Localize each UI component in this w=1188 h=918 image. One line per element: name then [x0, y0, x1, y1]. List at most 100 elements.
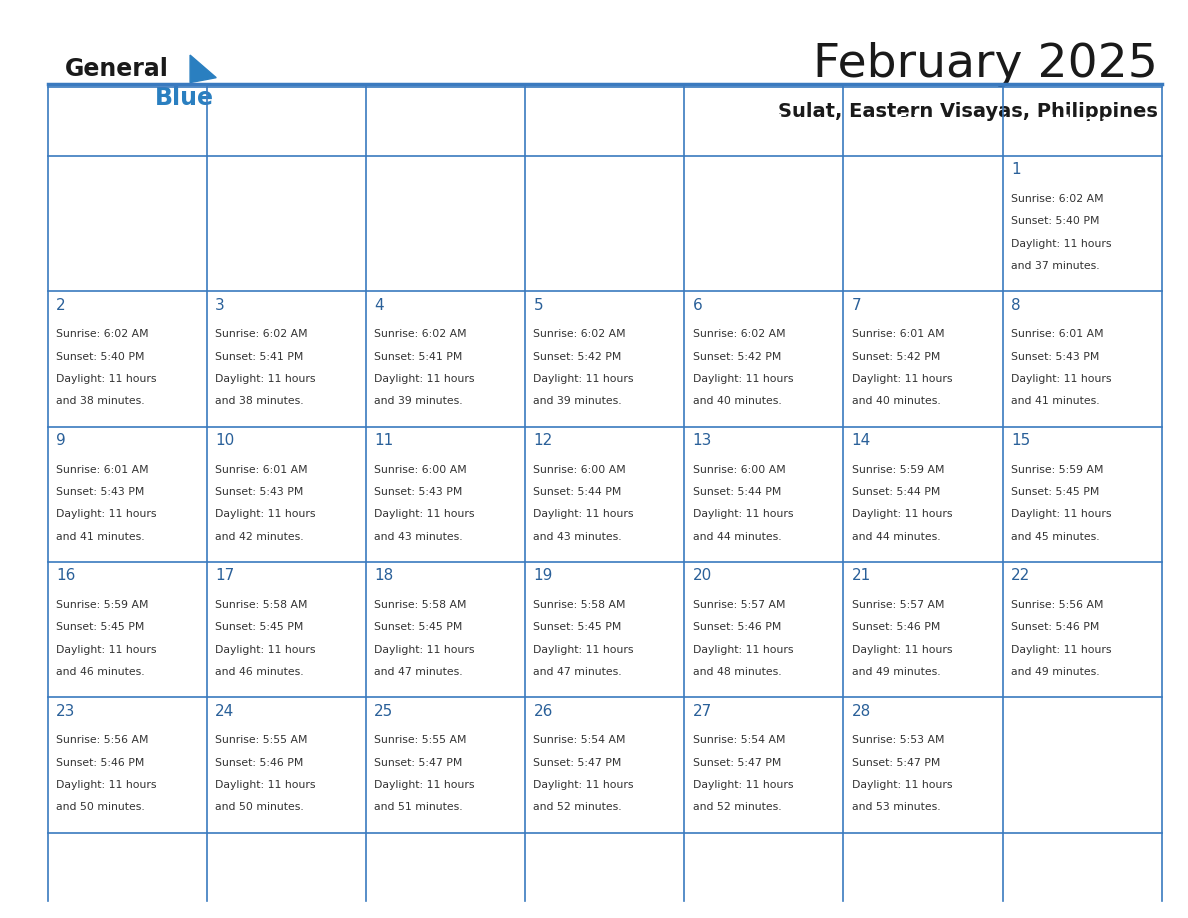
- Text: Daylight: 11 hours: Daylight: 11 hours: [693, 374, 794, 384]
- Text: Sunrise: 6:02 AM: Sunrise: 6:02 AM: [1011, 194, 1104, 204]
- Text: Daylight: 11 hours: Daylight: 11 hours: [852, 780, 953, 789]
- Text: Sunset: 5:44 PM: Sunset: 5:44 PM: [693, 487, 781, 497]
- Text: Sunrise: 6:02 AM: Sunrise: 6:02 AM: [56, 330, 148, 340]
- Text: Sunset: 5:47 PM: Sunset: 5:47 PM: [374, 757, 462, 767]
- Text: Sunrise: 6:00 AM: Sunrise: 6:00 AM: [374, 465, 467, 475]
- Text: and 52 minutes.: and 52 minutes.: [693, 802, 782, 812]
- Text: Sunrise: 5:58 AM: Sunrise: 5:58 AM: [533, 599, 626, 610]
- Text: Sunset: 5:42 PM: Sunset: 5:42 PM: [693, 352, 781, 362]
- Text: Sunset: 5:45 PM: Sunset: 5:45 PM: [374, 622, 462, 633]
- Text: Daylight: 11 hours: Daylight: 11 hours: [1011, 374, 1112, 384]
- Text: Daylight: 11 hours: Daylight: 11 hours: [533, 644, 634, 655]
- Text: 6: 6: [693, 297, 702, 313]
- Text: Saturday: Saturday: [1043, 114, 1121, 129]
- Text: and 42 minutes.: and 42 minutes.: [215, 532, 304, 542]
- Text: Daylight: 11 hours: Daylight: 11 hours: [56, 509, 157, 520]
- Text: Sunrise: 5:53 AM: Sunrise: 5:53 AM: [852, 735, 944, 745]
- Text: 5: 5: [533, 297, 543, 313]
- Text: Sunset: 5:43 PM: Sunset: 5:43 PM: [1011, 352, 1099, 362]
- Text: Sunrise: 6:02 AM: Sunrise: 6:02 AM: [693, 330, 785, 340]
- Text: Sunset: 5:41 PM: Sunset: 5:41 PM: [215, 352, 303, 362]
- Text: Daylight: 11 hours: Daylight: 11 hours: [1011, 509, 1112, 520]
- Text: Sunrise: 5:58 AM: Sunrise: 5:58 AM: [374, 599, 467, 610]
- Text: Sunrise: 6:00 AM: Sunrise: 6:00 AM: [693, 465, 785, 475]
- Text: Sunset: 5:41 PM: Sunset: 5:41 PM: [374, 352, 462, 362]
- Text: General: General: [65, 57, 169, 81]
- Text: 8: 8: [1011, 297, 1020, 313]
- Text: Sulat, Eastern Visayas, Philippines: Sulat, Eastern Visayas, Philippines: [778, 103, 1158, 121]
- Text: 28: 28: [852, 704, 871, 719]
- Text: 9: 9: [56, 433, 65, 448]
- Text: Daylight: 11 hours: Daylight: 11 hours: [374, 644, 475, 655]
- Text: 22: 22: [1011, 568, 1030, 584]
- Text: 14: 14: [852, 433, 871, 448]
- Text: Sunset: 5:43 PM: Sunset: 5:43 PM: [56, 487, 144, 497]
- Text: Sunrise: 6:01 AM: Sunrise: 6:01 AM: [56, 465, 148, 475]
- Text: Sunrise: 5:56 AM: Sunrise: 5:56 AM: [1011, 599, 1104, 610]
- Text: Sunrise: 5:54 AM: Sunrise: 5:54 AM: [693, 735, 785, 745]
- Text: 13: 13: [693, 433, 712, 448]
- Text: Daylight: 11 hours: Daylight: 11 hours: [215, 780, 316, 789]
- Text: and 46 minutes.: and 46 minutes.: [56, 666, 145, 677]
- Text: Sunrise: 5:58 AM: Sunrise: 5:58 AM: [215, 599, 308, 610]
- Text: 10: 10: [215, 433, 234, 448]
- Text: and 38 minutes.: and 38 minutes.: [56, 397, 145, 407]
- Text: Wednesday: Wednesday: [556, 114, 653, 129]
- Text: Daylight: 11 hours: Daylight: 11 hours: [852, 509, 953, 520]
- Text: Monday: Monday: [253, 114, 320, 129]
- Text: Daylight: 11 hours: Daylight: 11 hours: [215, 509, 316, 520]
- Text: Sunset: 5:40 PM: Sunset: 5:40 PM: [56, 352, 144, 362]
- Text: 7: 7: [852, 297, 861, 313]
- Text: Daylight: 11 hours: Daylight: 11 hours: [56, 644, 157, 655]
- Text: Sunset: 5:45 PM: Sunset: 5:45 PM: [1011, 487, 1099, 497]
- Text: Daylight: 11 hours: Daylight: 11 hours: [215, 644, 316, 655]
- Text: 18: 18: [374, 568, 393, 584]
- Text: and 39 minutes.: and 39 minutes.: [374, 397, 463, 407]
- Text: Sunset: 5:46 PM: Sunset: 5:46 PM: [693, 622, 781, 633]
- Text: 17: 17: [215, 568, 234, 584]
- Text: Sunrise: 5:55 AM: Sunrise: 5:55 AM: [374, 735, 467, 745]
- Text: and 51 minutes.: and 51 minutes.: [374, 802, 463, 812]
- Text: Sunset: 5:44 PM: Sunset: 5:44 PM: [852, 487, 940, 497]
- Text: Sunrise: 5:59 AM: Sunrise: 5:59 AM: [1011, 465, 1104, 475]
- Text: Sunrise: 6:01 AM: Sunrise: 6:01 AM: [852, 330, 944, 340]
- Text: Sunset: 5:45 PM: Sunset: 5:45 PM: [533, 622, 621, 633]
- Text: Sunset: 5:40 PM: Sunset: 5:40 PM: [1011, 217, 1099, 226]
- Text: and 43 minutes.: and 43 minutes.: [533, 532, 623, 542]
- Text: 1: 1: [1011, 162, 1020, 177]
- Text: Sunrise: 6:02 AM: Sunrise: 6:02 AM: [374, 330, 467, 340]
- Text: Sunset: 5:43 PM: Sunset: 5:43 PM: [215, 487, 303, 497]
- Text: Blue: Blue: [154, 86, 214, 110]
- Text: Sunset: 5:43 PM: Sunset: 5:43 PM: [374, 487, 462, 497]
- Text: and 44 minutes.: and 44 minutes.: [693, 532, 782, 542]
- Text: Sunrise: 6:02 AM: Sunrise: 6:02 AM: [215, 330, 308, 340]
- Text: Sunset: 5:44 PM: Sunset: 5:44 PM: [533, 487, 621, 497]
- Text: Sunrise: 5:54 AM: Sunrise: 5:54 AM: [533, 735, 626, 745]
- Text: Sunset: 5:42 PM: Sunset: 5:42 PM: [533, 352, 621, 362]
- Text: 11: 11: [374, 433, 393, 448]
- Text: Sunset: 5:47 PM: Sunset: 5:47 PM: [533, 757, 621, 767]
- Text: Sunset: 5:46 PM: Sunset: 5:46 PM: [852, 622, 940, 633]
- Text: and 40 minutes.: and 40 minutes.: [693, 397, 782, 407]
- Text: Sunrise: 5:55 AM: Sunrise: 5:55 AM: [215, 735, 308, 745]
- Text: and 41 minutes.: and 41 minutes.: [1011, 397, 1100, 407]
- Text: 23: 23: [56, 704, 75, 719]
- Text: and 44 minutes.: and 44 minutes.: [852, 532, 941, 542]
- Text: Friday: Friday: [897, 114, 949, 129]
- Text: and 41 minutes.: and 41 minutes.: [56, 532, 145, 542]
- Text: Daylight: 11 hours: Daylight: 11 hours: [215, 374, 316, 384]
- Text: Daylight: 11 hours: Daylight: 11 hours: [693, 509, 794, 520]
- Text: 3: 3: [215, 297, 225, 313]
- Text: Sunset: 5:47 PM: Sunset: 5:47 PM: [852, 757, 940, 767]
- Text: Daylight: 11 hours: Daylight: 11 hours: [693, 780, 794, 789]
- Text: Sunrise: 5:57 AM: Sunrise: 5:57 AM: [693, 599, 785, 610]
- Text: and 47 minutes.: and 47 minutes.: [374, 666, 463, 677]
- Text: Sunset: 5:46 PM: Sunset: 5:46 PM: [56, 757, 144, 767]
- Text: 16: 16: [56, 568, 75, 584]
- Text: Daylight: 11 hours: Daylight: 11 hours: [1011, 239, 1112, 249]
- Text: Daylight: 11 hours: Daylight: 11 hours: [693, 644, 794, 655]
- Text: Sunrise: 6:02 AM: Sunrise: 6:02 AM: [533, 330, 626, 340]
- Text: and 39 minutes.: and 39 minutes.: [533, 397, 623, 407]
- Text: and 37 minutes.: and 37 minutes.: [1011, 261, 1100, 271]
- Text: Sunset: 5:45 PM: Sunset: 5:45 PM: [215, 622, 303, 633]
